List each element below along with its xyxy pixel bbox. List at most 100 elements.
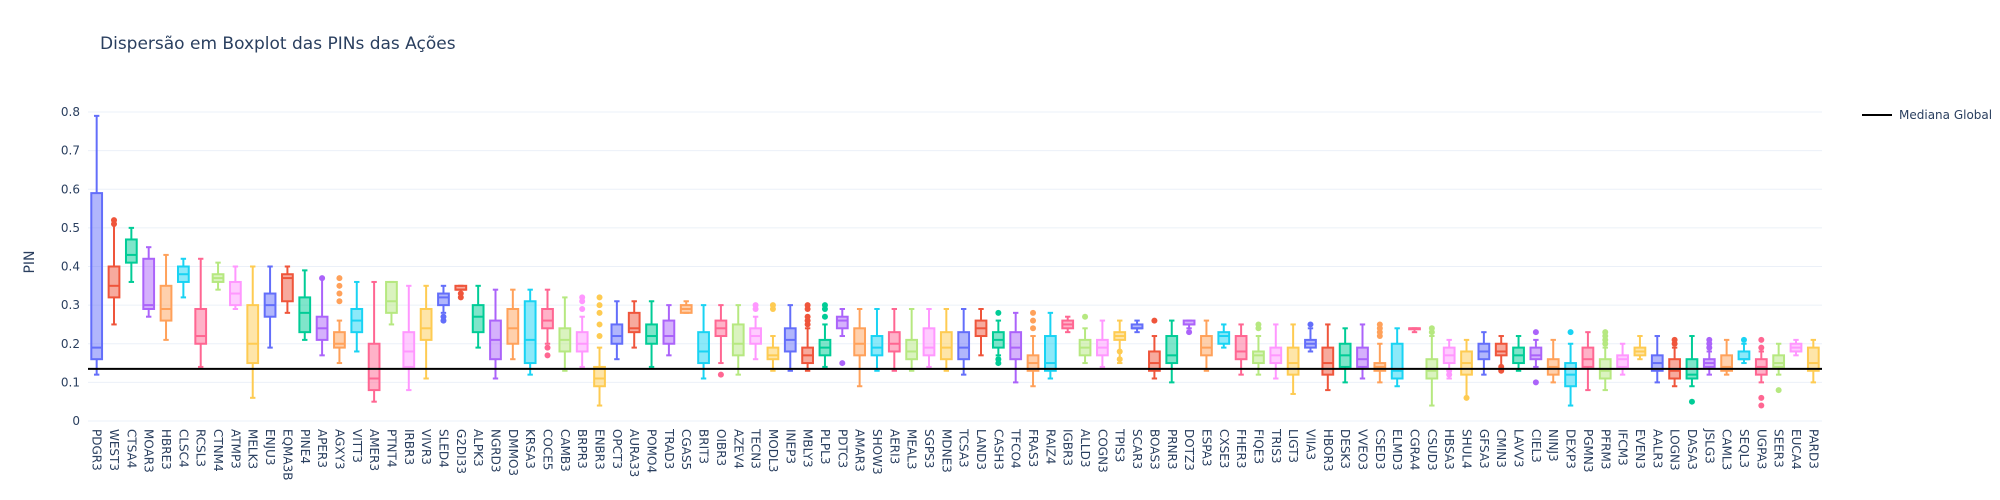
box-pine4[interactable]: [298, 269, 312, 341]
box-dotz3[interactable]: [1182, 319, 1196, 336]
box-tpis3[interactable]: [1113, 319, 1127, 365]
box-enbr3[interactable]: [593, 294, 606, 407]
box-vivr3[interactable]: [419, 284, 433, 380]
box-aura33[interactable]: [627, 300, 641, 349]
box-cgas5[interactable]: [679, 300, 693, 314]
box-cgra4[interactable]: [1408, 327, 1421, 334]
box-pgmn3[interactable]: [1581, 331, 1595, 392]
box-irbr3[interactable]: [402, 284, 416, 392]
box-boas3[interactable]: [1148, 317, 1161, 380]
box-fiqe3[interactable]: [1252, 321, 1265, 376]
box-amer3[interactable]: [367, 280, 381, 403]
box-seer3[interactable]: [1772, 342, 1786, 394]
box-pard3[interactable]: [1806, 338, 1820, 384]
box-agxy3[interactable]: [333, 275, 346, 365]
box-ciel3[interactable]: [1529, 329, 1543, 386]
box-shul4[interactable]: [1460, 338, 1473, 401]
box-vitt3[interactable]: [350, 280, 364, 353]
x-tick-label: MODL3: [766, 429, 780, 472]
box-jslg3[interactable]: [1702, 336, 1716, 376]
box-g2di33[interactable]: [454, 284, 468, 301]
box-hbsa3[interactable]: [1442, 338, 1456, 380]
box-alld3[interactable]: [1078, 313, 1092, 365]
box-espa3[interactable]: [1200, 319, 1213, 372]
box-mbly3[interactable]: [801, 302, 814, 372]
box-hbor3[interactable]: [1321, 323, 1335, 392]
box-tcsa3[interactable]: [957, 307, 971, 376]
outlier-point: [1463, 394, 1470, 401]
box-pomo4[interactable]: [645, 300, 658, 368]
box-seql3[interactable]: [1737, 336, 1751, 365]
box-aeri3[interactable]: [887, 307, 901, 372]
box-tecn3[interactable]: [749, 302, 762, 361]
box-desk3[interactable]: [1338, 327, 1352, 384]
box-ligt3[interactable]: [1286, 323, 1300, 395]
box-tris3[interactable]: [1269, 323, 1283, 380]
box-fras3[interactable]: [1026, 309, 1040, 388]
box-ifcm3[interactable]: [1616, 342, 1629, 376]
box-elmd3[interactable]: [1390, 327, 1404, 388]
box-land3[interactable]: [974, 307, 988, 357]
box-ugpa3[interactable]: [1754, 336, 1768, 409]
x-tick-label: RCSL3: [194, 429, 208, 467]
box-pdgr3[interactable]: [90, 114, 104, 376]
box-enju3[interactable]: [263, 265, 277, 349]
box-euca4[interactable]: [1789, 338, 1803, 357]
box-dmmo3[interactable]: [506, 288, 520, 361]
box-inep3[interactable]: [783, 304, 797, 372]
box-csed3[interactable]: [1373, 321, 1387, 384]
box-amar3[interactable]: [853, 307, 867, 388]
box-raiz4[interactable]: [1043, 311, 1057, 380]
box-cash3[interactable]: [991, 309, 1005, 367]
box-aper3[interactable]: [315, 275, 329, 357]
box-coce5[interactable]: [541, 288, 554, 359]
box-cogn3[interactable]: [1096, 319, 1109, 368]
box-aalr3[interactable]: [1650, 335, 1664, 384]
box-tfco4[interactable]: [1009, 311, 1023, 384]
box-opct3[interactable]: [610, 300, 624, 361]
box-cxse3[interactable]: [1217, 323, 1231, 349]
iqr-box: [541, 307, 554, 330]
box-atmp3[interactable]: [229, 265, 242, 310]
legend[interactable]: Mediana Global: [1862, 108, 1992, 122]
box-hbre3[interactable]: [159, 253, 173, 341]
box-sled4[interactable]: [437, 284, 450, 324]
box-eqma3b[interactable]: [281, 265, 294, 314]
box-ptnt4[interactable]: [385, 280, 398, 326]
outlier-point: [1688, 398, 1695, 405]
iqr-box: [523, 300, 537, 365]
box-moar3[interactable]: [142, 246, 156, 318]
outlier-point: [821, 302, 828, 309]
box-brpr3[interactable]: [575, 294, 589, 368]
box-scar3[interactable]: [1130, 319, 1144, 334]
box-oibr3[interactable]: [714, 304, 728, 378]
box-modl3[interactable]: [766, 302, 780, 372]
box-igbr3[interactable]: [1061, 315, 1075, 334]
box-krsa3[interactable]: [523, 288, 537, 376]
box-viia3[interactable]: [1304, 321, 1317, 353]
box-pdtc3[interactable]: [835, 307, 849, 367]
box-ctnm4[interactable]: [211, 261, 225, 291]
box-prnr3[interactable]: [1165, 319, 1179, 384]
box-trad3[interactable]: [662, 304, 676, 357]
box-gfsa3[interactable]: [1477, 331, 1491, 376]
box-azev4[interactable]: [731, 304, 745, 376]
iqr-box: [1234, 335, 1248, 361]
box-plpl3[interactable]: [818, 302, 832, 368]
box-ninj3[interactable]: [1546, 338, 1560, 384]
box-sgps3[interactable]: [922, 307, 936, 368]
box-brit3[interactable]: [697, 304, 710, 380]
box-clsc4[interactable]: [176, 257, 190, 299]
box-melk3[interactable]: [246, 265, 260, 399]
box-ctsa4[interactable]: [124, 226, 138, 283]
box-camb3[interactable]: [558, 296, 572, 372]
box-rcsl3[interactable]: [194, 257, 208, 368]
outlier-point: [111, 217, 118, 224]
box-west3[interactable]: [107, 217, 121, 326]
box-caml3[interactable]: [1720, 338, 1734, 376]
box-even3[interactable]: [1633, 335, 1647, 361]
outlier-point: [1255, 321, 1262, 328]
box-dexp3[interactable]: [1564, 329, 1577, 407]
box-alpk3[interactable]: [471, 284, 485, 349]
box-fher3[interactable]: [1234, 323, 1248, 376]
